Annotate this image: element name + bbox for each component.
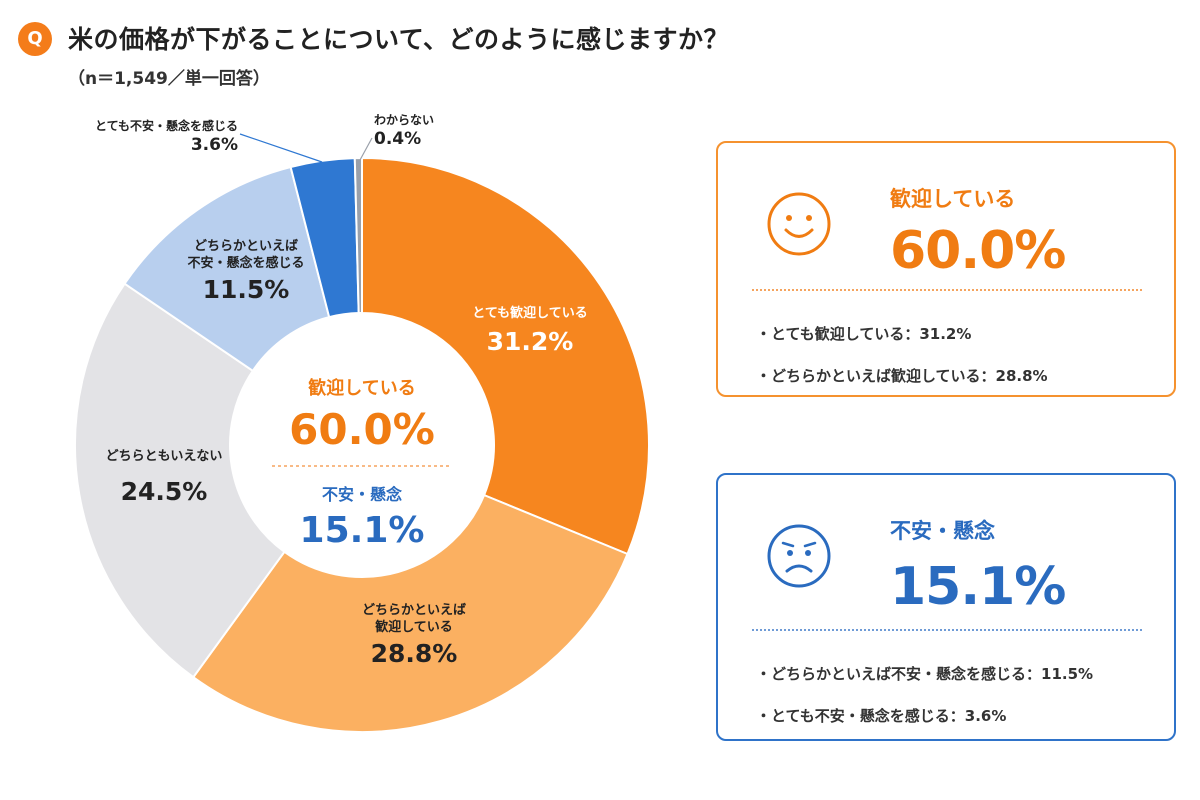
smile-face-icon <box>767 192 831 256</box>
slice-label-neutral: どちらともいえない <box>106 449 223 464</box>
positive-summary-panel: 歓迎している 60.0% ・とても歓迎している：31.2% ・どちらかといえば歓… <box>716 141 1176 397</box>
leader-line-very-worried <box>239 133 323 163</box>
center-negative-value: 15.1% <box>300 510 425 551</box>
center-negative-label: 不安・懸念 <box>322 485 403 504</box>
slice-label-dont-know: わからない <box>374 113 434 127</box>
donut-chart: とても歓迎している31.2%どちらかといえば歓迎している28.8%どちらともいえ… <box>74 113 650 733</box>
center-positive-value: 60.0% <box>289 405 435 454</box>
slice-value-very-worried: 3.6% <box>191 135 238 155</box>
slice-value-dont-know: 0.4% <box>374 129 421 149</box>
slice-neutral <box>74 282 286 679</box>
slice-label-very-welcome: とても歓迎している <box>472 305 588 321</box>
positive-panel-title: 歓迎している <box>890 187 1016 211</box>
slice-somewhat-welcome <box>191 493 629 733</box>
slice-value-somewhat-welcome: 28.8% <box>371 639 458 668</box>
slice-label-very-worried: とても不安・懸念を感じる <box>95 118 238 133</box>
negative-panel-title: 不安・懸念 <box>890 519 995 543</box>
worried-face-icon <box>767 524 831 588</box>
slice-value-very-welcome: 31.2% <box>487 327 574 356</box>
question-badge: Q <box>18 22 52 56</box>
positive-panel-divider <box>752 289 1142 291</box>
positive-breakdown-item: ・どちらかといえば歓迎している：28.8% <box>756 367 1048 385</box>
slice-label-somewhat-welcome: 歓迎している <box>375 619 453 635</box>
positive-breakdown-item: ・とても歓迎している：31.2% <box>756 325 972 343</box>
slice-value-neutral: 24.5% <box>121 477 208 506</box>
page-title: 米の価格が下がることについて、どのように感じますか？ <box>68 25 730 54</box>
slice-very-welcome <box>361 156 650 556</box>
slice-label-somewhat-welcome: どちらかといえば <box>362 603 466 618</box>
negative-panel-value: 15.1% <box>890 557 1066 617</box>
positive-panel-value: 60.0% <box>890 221 1066 281</box>
slice-label-somewhat-worried: 不安・懸念を感じる <box>187 255 304 271</box>
slice-value-somewhat-worried: 11.5% <box>203 275 290 304</box>
negative-breakdown-item: ・どちらかといえば不安・懸念を感じる：11.5% <box>756 665 1094 683</box>
slice-somewhat-worried <box>123 165 331 373</box>
slice-dont-know <box>353 156 363 315</box>
negative-breakdown-item: ・とても不安・懸念を感じる：3.6% <box>756 707 1007 725</box>
negative-summary-panel: 不安・懸念 15.1% ・どちらかといえば不安・懸念を感じる：11.5% ・とて… <box>716 473 1176 741</box>
slice-label-somewhat-worried: どちらかといえば <box>194 239 298 254</box>
sample-size-note: （n＝1,549／単一回答） <box>68 69 270 89</box>
negative-panel-divider <box>752 629 1142 631</box>
leader-line-dont-know <box>359 137 373 161</box>
center-positive-label: 歓迎している <box>308 377 415 399</box>
